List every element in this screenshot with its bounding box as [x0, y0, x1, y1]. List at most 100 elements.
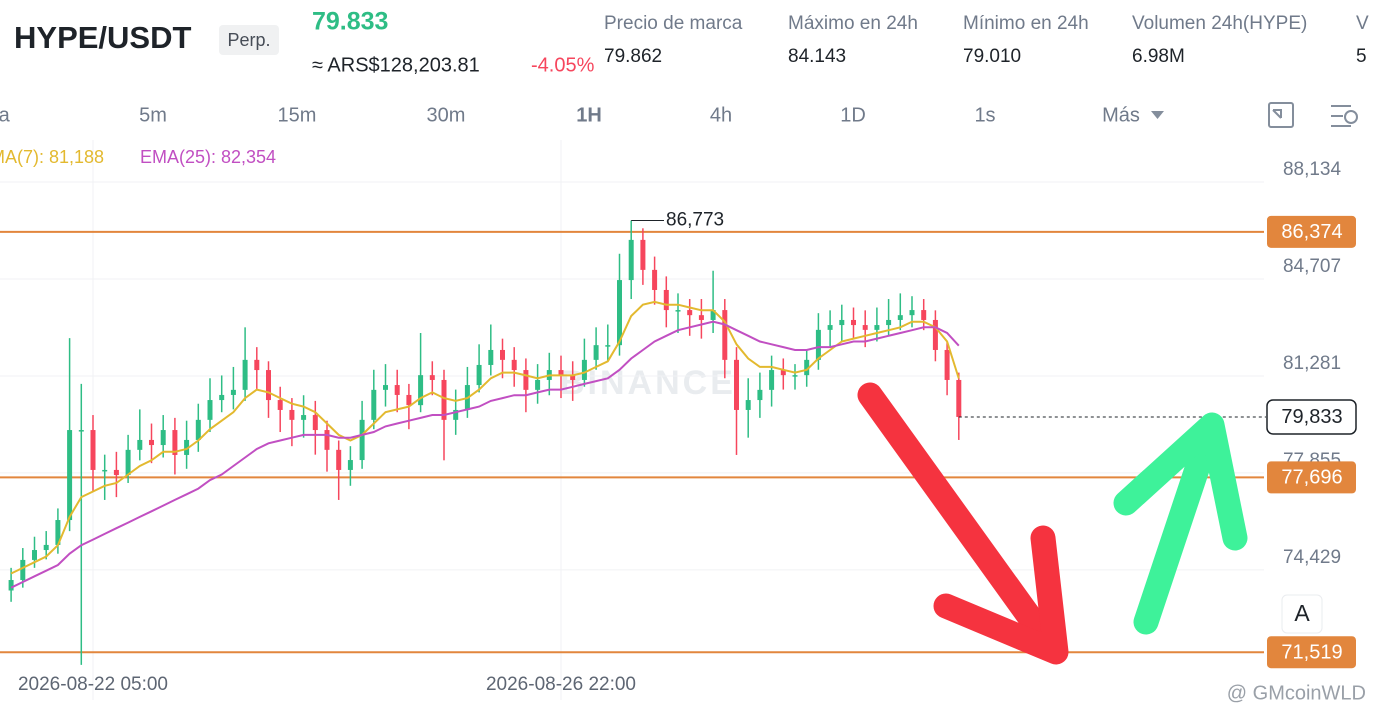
candle-body: [371, 389, 377, 420]
candle-body: [675, 310, 681, 312]
candle-body: [909, 310, 915, 316]
candle-body: [570, 375, 576, 380]
stat-value: 79.862: [604, 46, 662, 67]
candle-body: [102, 469, 108, 472]
candle-body: [359, 419, 365, 461]
candle-body: [581, 359, 587, 380]
toolbar-icons[interactable]: [1268, 102, 1358, 128]
timeframe-tab[interactable]: Fecha: [0, 104, 11, 126]
candle-body: [347, 460, 353, 470]
candle-body: [8, 580, 14, 591]
timeframe-tab[interactable]: 1H: [576, 104, 602, 126]
y-tick-label: 84,707: [1283, 256, 1341, 277]
timeframe-tab[interactable]: 15m: [278, 104, 317, 126]
timeframe-tab[interactable]: 1D: [840, 104, 866, 126]
stat-value: 79.010: [963, 46, 1021, 67]
candle-body: [535, 379, 541, 390]
change: -4.05%: [531, 54, 595, 76]
red-arrow: [857, 382, 1065, 661]
candle-body: [149, 439, 154, 446]
candle-body: [815, 329, 821, 360]
candle-body: [406, 394, 412, 406]
candle-body: [20, 559, 26, 581]
credit: @ GMcoinWLD: [1227, 682, 1366, 704]
candle-body: [780, 370, 786, 376]
candle-body: [289, 409, 295, 420]
x-tick-label: 2026-08-26 22:00: [486, 674, 636, 695]
dropdown-caret[interactable]: [1151, 111, 1164, 119]
candle-body: [383, 385, 388, 390]
candle-body: [745, 400, 751, 410]
tabs: Fecha 5m 15m 30m 1H 4h 1D 1s Más: [0, 104, 1164, 126]
y-tick-label: 88,134: [1283, 159, 1342, 180]
price-line-box: [1267, 215, 1356, 248]
red-arrow-head: [933, 525, 1069, 665]
candle-body: [523, 370, 529, 390]
price-line-box: [1267, 461, 1356, 494]
scale-button[interactable]: A: [1294, 600, 1310, 626]
candle-body: [687, 310, 693, 316]
candle-body: [511, 359, 517, 371]
candle-body: [710, 310, 716, 320]
x-tick-label: 2026-08-22 05:00: [18, 674, 168, 695]
candle-body: [324, 430, 330, 450]
price-line-label: 86,374: [1281, 221, 1342, 243]
candle-body: [874, 325, 880, 330]
overlay: 79,833 86,374 77,696 71,519 A @ GMcoinWLD: [1227, 215, 1366, 704]
candle-body: [500, 349, 505, 360]
candle-body: [488, 349, 494, 365]
candle-body: [172, 430, 178, 455]
pair: HYPE/USDT: [14, 20, 191, 55]
candle-body: [394, 385, 400, 395]
candle-body: [441, 379, 447, 420]
stat-label: V: [1356, 13, 1369, 34]
candle-body: [652, 269, 658, 290]
stat-value: 84.143: [788, 46, 846, 67]
candle-body: [722, 310, 728, 360]
candle-body: [67, 430, 73, 521]
price-line-label: 71,519: [1281, 641, 1342, 663]
candle-body: [605, 345, 611, 347]
stat-label: Máximo en 24h: [788, 13, 918, 34]
candle-body: [219, 394, 225, 401]
candle-body: [628, 239, 634, 281]
green-arrow: [1133, 417, 1223, 635]
candle-body: [195, 419, 201, 440]
timeframe-tab[interactable]: 5m: [139, 104, 167, 126]
candle-body: [453, 409, 459, 420]
timeframe-tab[interactable]: 1s: [974, 104, 995, 126]
spacer: [0, 0, 1, 1]
scale-button-bg[interactable]: [1281, 594, 1323, 634]
last-price-label: 79,833: [1281, 406, 1342, 428]
max-label: 86,773: [666, 210, 724, 231]
candle-body: [558, 370, 564, 376]
arrows: [857, 382, 1248, 665]
candle-body: [792, 375, 798, 377]
candle-body: [336, 449, 342, 470]
timeframe-tab[interactable]: 4h: [710, 104, 732, 126]
candle-body: [429, 375, 435, 380]
last-price-box: [1266, 399, 1357, 435]
green-arrow-head: [1113, 412, 1248, 551]
candle-body: [851, 319, 856, 326]
candle-body: [932, 319, 938, 350]
price-line-box: [1267, 636, 1356, 669]
stat-label: Mínimo en 24h: [963, 13, 1089, 34]
candle-body: [418, 375, 424, 406]
candle-body: [137, 439, 143, 450]
candle-body: [734, 359, 739, 410]
candle-body: [698, 315, 704, 320]
candle-body: [55, 520, 61, 545]
timeframe-tab[interactable]: 30m: [427, 104, 466, 126]
candle-body: [160, 430, 166, 446]
y-tick-label: 81,281: [1283, 353, 1341, 374]
candle-body: [476, 364, 482, 386]
plot-area: BINANCE: [0, 140, 1264, 700]
timeframe-tab[interactable]: Más: [1102, 104, 1140, 126]
candle-body: [254, 359, 260, 371]
candle-body: [230, 389, 236, 395]
stat-label: Precio de marca: [604, 13, 743, 34]
fiat-price: ≈ ARS$128,203.81: [312, 54, 480, 76]
candle-body: [862, 325, 868, 330]
candle-body: [242, 359, 248, 390]
